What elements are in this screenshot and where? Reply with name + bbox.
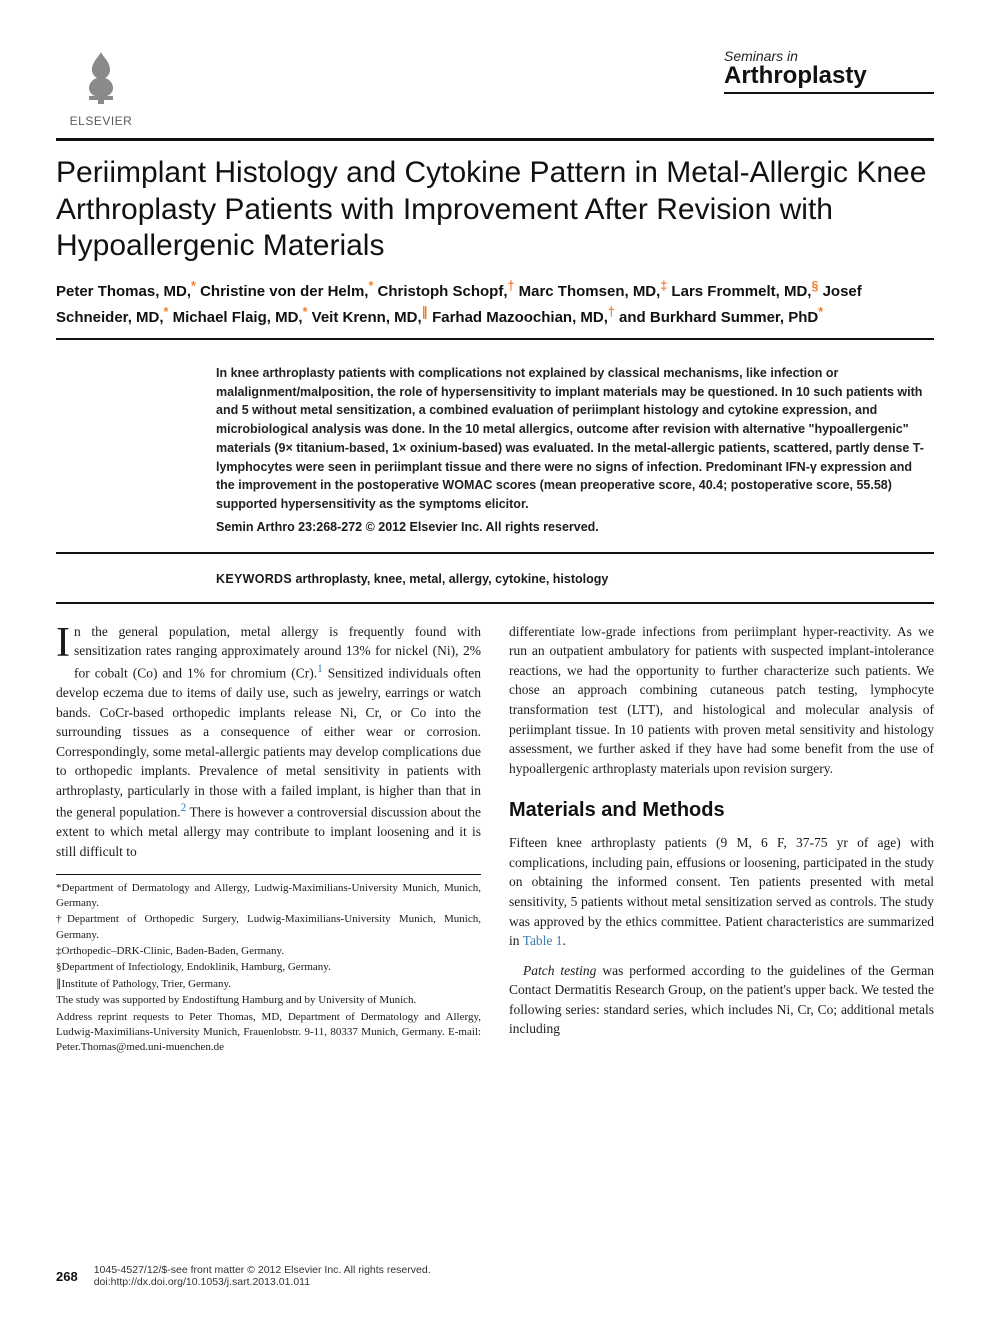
abstract-text: In knee arthroplasty patients with compl… (216, 364, 934, 514)
methods-p1: Fifteen knee arthroplasty patients (9 M,… (509, 833, 934, 950)
page-footer: 268 1045-4527/12/$-see front matter © 20… (56, 1264, 934, 1288)
keywords-row: KEYWORDS arthroplasty, knee, metal, alle… (56, 564, 934, 594)
affiliations-block: *Department of Dermatology and Allergy, … (56, 874, 481, 1056)
affil-4: §Department of Infectiology, Endoklinik,… (56, 960, 481, 975)
rule-after-authors (56, 338, 934, 340)
keywords-text: arthroplasty, knee, metal, allergy, cyto… (296, 572, 609, 586)
keywords-label: KEYWORDS (216, 572, 292, 586)
body-columns: In the general population, metal allergy… (56, 622, 934, 1057)
affil-5: ∥Institute of Pathology, Trier, Germany. (56, 977, 481, 992)
intro-continued: differentiate low-grade infections from … (509, 622, 934, 779)
methods-p1-text: Fifteen knee arthroplasty patients (9 M,… (509, 835, 934, 948)
journal-name: Arthroplasty (724, 62, 934, 90)
page-number: 268 (56, 1269, 78, 1284)
methods-p1-tail: . (563, 933, 566, 948)
affil-support: The study was supported by Endostiftung … (56, 993, 481, 1008)
methods-p2-lead: Patch testing (523, 963, 596, 978)
methods-p2: Patch testing was performed according to… (509, 961, 934, 1039)
affil-1: *Department of Dermatology and Allergy, … (56, 881, 481, 912)
rule-before-keywords (56, 552, 934, 554)
column-right: differentiate low-grade infections from … (509, 622, 934, 1057)
page-header: ELSEVIER Seminars in Arthroplasty (56, 48, 934, 128)
abstract-block: In knee arthroplasty patients with compl… (56, 350, 934, 544)
intro-text-2: Sensitized individuals often develop ecz… (56, 665, 481, 819)
intro-paragraph: In the general population, metal allergy… (56, 622, 481, 862)
section-materials-methods: Materials and Methods (509, 796, 934, 825)
affil-3: ‡Orthopedic–DRK-Clinic, Baden-Baden, Ger… (56, 944, 481, 959)
rule-after-keywords (56, 602, 934, 604)
table-1-link[interactable]: Table 1 (523, 933, 563, 948)
keywords-value: arthroplasty, knee, metal, allergy, cyto… (296, 572, 609, 586)
author-list: Peter Thomas, MD,* Christine von der Hel… (56, 277, 934, 330)
journal-title-block: Seminars in Arthroplasty (724, 48, 934, 94)
footer-doi: doi:http://dx.doi.org/10.1053/j.sart.201… (94, 1276, 431, 1288)
publisher-block: ELSEVIER (56, 48, 146, 128)
rule-top (56, 138, 934, 141)
abstract-citation: Semin Arthro 23:268-272 © 2012 Elsevier … (216, 520, 934, 534)
journal-underline (724, 92, 934, 94)
column-left: In the general population, metal allergy… (56, 622, 481, 1057)
affil-2: †Department of Orthopedic Surgery, Ludwi… (56, 912, 481, 943)
article-title: Periimplant Histology and Cytokine Patte… (56, 155, 934, 265)
publisher-name: ELSEVIER (70, 114, 133, 128)
footer-copyright: 1045-4527/12/$-see front matter © 2012 E… (94, 1264, 431, 1276)
elsevier-tree-icon (69, 48, 133, 112)
footer-meta: 1045-4527/12/$-see front matter © 2012 E… (94, 1264, 431, 1288)
affil-reprint: Address reprint requests to Peter Thomas… (56, 1010, 481, 1056)
dropcap: I (56, 622, 74, 662)
